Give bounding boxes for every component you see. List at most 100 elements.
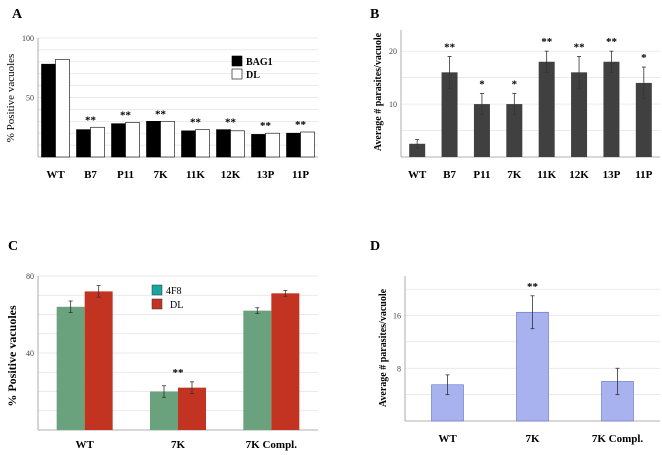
panel-d: D 16 8 WT 7K 7K Compl. ** Average # parasit… bbox=[370, 239, 660, 445]
x-tick-label-b7: B7 bbox=[443, 169, 456, 181]
significance-marker: ** bbox=[260, 120, 272, 132]
bar-b7-dl bbox=[90, 126, 105, 158]
legend-label-dl: DL bbox=[246, 70, 260, 81]
bar-wt bbox=[409, 143, 426, 157]
x-tick-label-11k: 11K bbox=[537, 169, 556, 181]
x-tick-label-p11: P11 bbox=[473, 169, 490, 181]
panel-a: A 100 50 WT B7 P11 7K 11K 12K 13P 11P ** ** ** ** **… bbox=[5, 7, 318, 181]
bar-b7 bbox=[441, 72, 458, 157]
significance-marker: ** bbox=[444, 41, 456, 53]
y-tick-label: 40 bbox=[26, 349, 34, 358]
significance-marker: ** bbox=[225, 117, 237, 129]
y-tick-label: 50 bbox=[26, 94, 34, 103]
significance-marker: ** bbox=[574, 41, 586, 53]
significance-marker: ** bbox=[85, 114, 97, 126]
x-tick-label-b7: B7 bbox=[84, 169, 97, 181]
legend-swatch-dl bbox=[231, 68, 243, 80]
significance-marker: ** bbox=[527, 281, 539, 293]
panel-b-label: B bbox=[370, 7, 379, 22]
bar-11k-bag1 bbox=[181, 130, 196, 158]
bar-7k bbox=[506, 104, 523, 157]
x-tick-label-13p: 13P bbox=[603, 169, 621, 181]
bar-p11 bbox=[473, 104, 490, 157]
legend-swatch-dl-c bbox=[151, 298, 163, 310]
panel-d-label: D bbox=[370, 239, 380, 254]
y-tick-label: 16 bbox=[393, 312, 401, 321]
bar-13p-bag1 bbox=[251, 134, 266, 158]
bar-p11-dl bbox=[125, 122, 140, 158]
y-tick-label: 80 bbox=[26, 272, 34, 281]
legend-label-4f8: 4F8 bbox=[166, 286, 182, 297]
bar-12k bbox=[571, 72, 588, 157]
significance-marker: ** bbox=[120, 109, 132, 121]
legend-label-dl-c: DL bbox=[170, 300, 183, 311]
bar-wt-4f8 bbox=[56, 306, 85, 430]
bar-13p bbox=[603, 61, 620, 157]
x-tick-label-7k: 7K bbox=[171, 439, 186, 451]
bar-wt-bag1 bbox=[41, 63, 56, 158]
legend-swatch-4f8 bbox=[151, 284, 163, 296]
x-tick-label-7k-compl: 7K Compl. bbox=[246, 439, 298, 451]
bar-11p bbox=[635, 82, 652, 157]
x-tick-label-11k: 11K bbox=[186, 169, 205, 181]
x-tick-label-13p: 13P bbox=[257, 169, 275, 181]
y-tick-label: 100 bbox=[22, 34, 34, 43]
significance-marker: ** bbox=[173, 367, 185, 379]
bar-wt-dl bbox=[55, 59, 70, 158]
x-tick-label-wt: WT bbox=[438, 433, 457, 445]
bar-b7-bag1 bbox=[76, 129, 91, 158]
bar-7k-dl bbox=[178, 387, 206, 430]
legend-label-bag1: BAG1 bbox=[246, 57, 273, 68]
panel-c-y-label: % Positive vacuoles bbox=[5, 305, 19, 407]
bar-7k bbox=[516, 311, 549, 422]
panel-b-y-label: Average # parasites/vacuole bbox=[373, 32, 384, 151]
bar-12k-dl bbox=[230, 130, 245, 158]
x-tick-label-wt: WT bbox=[46, 169, 65, 181]
significance-marker: ** bbox=[295, 119, 307, 131]
x-tick-label-wt: WT bbox=[408, 169, 427, 181]
bar-7k-compl-dl bbox=[271, 293, 300, 430]
significance-marker: ** bbox=[541, 36, 553, 48]
panel-c-label: C bbox=[8, 239, 18, 254]
significance-marker: ** bbox=[155, 108, 167, 120]
bar-wt-dl bbox=[84, 291, 113, 430]
panel-c: C 80 40 WT 7K 7K Compl. ** % Positive vacuo… bbox=[5, 239, 318, 451]
panel-d-y-label: Average # parasites/vacuole bbox=[378, 288, 389, 407]
x-tick-label-7k: 7K bbox=[525, 433, 540, 445]
bar-11p-bag1 bbox=[286, 132, 301, 158]
significance-marker: * bbox=[479, 79, 485, 91]
x-tick-label-7k: 7K bbox=[507, 169, 522, 181]
x-tick-label-7k-compl: 7K Compl. bbox=[592, 433, 644, 445]
bar-7k-4f8 bbox=[150, 391, 178, 430]
y-tick-label: 8 bbox=[397, 364, 401, 373]
bar-12k-bag1 bbox=[216, 129, 231, 158]
bar-7k-bag1 bbox=[146, 121, 161, 158]
y-tick-label: 20 bbox=[389, 47, 397, 56]
bar-7k-compl-4f8 bbox=[243, 310, 272, 430]
significance-marker: ** bbox=[606, 36, 618, 48]
x-tick-label-12k: 12K bbox=[569, 169, 589, 181]
x-tick-label-wt: WT bbox=[75, 439, 94, 451]
bar-11p-dl bbox=[300, 131, 315, 158]
legend-swatch-bag1 bbox=[231, 55, 243, 67]
x-tick-label-11p: 11P bbox=[292, 169, 309, 181]
bar-11k bbox=[538, 61, 555, 157]
x-tick-label-11p: 11P bbox=[635, 169, 652, 181]
panel-a-label: A bbox=[12, 7, 23, 22]
panel-a-y-label: % Positive vacuoles bbox=[5, 54, 17, 143]
bar-7k-compl bbox=[601, 381, 634, 422]
x-tick-label-p11: P11 bbox=[117, 169, 134, 181]
x-tick-label-12k: 12K bbox=[221, 169, 241, 181]
panel-c-legend: 4F8 DL bbox=[151, 284, 183, 311]
panel-a-legend: BAG1 DL bbox=[231, 55, 273, 81]
bar-7k-dl bbox=[160, 121, 175, 158]
significance-marker: * bbox=[641, 52, 647, 64]
x-tick-label-7k: 7K bbox=[153, 169, 168, 181]
bar-13p-dl bbox=[265, 132, 280, 158]
significance-marker: * bbox=[512, 79, 518, 91]
bar-p11-bag1 bbox=[111, 123, 126, 158]
y-tick-label: 10 bbox=[389, 100, 397, 109]
significance-marker: ** bbox=[190, 117, 202, 129]
